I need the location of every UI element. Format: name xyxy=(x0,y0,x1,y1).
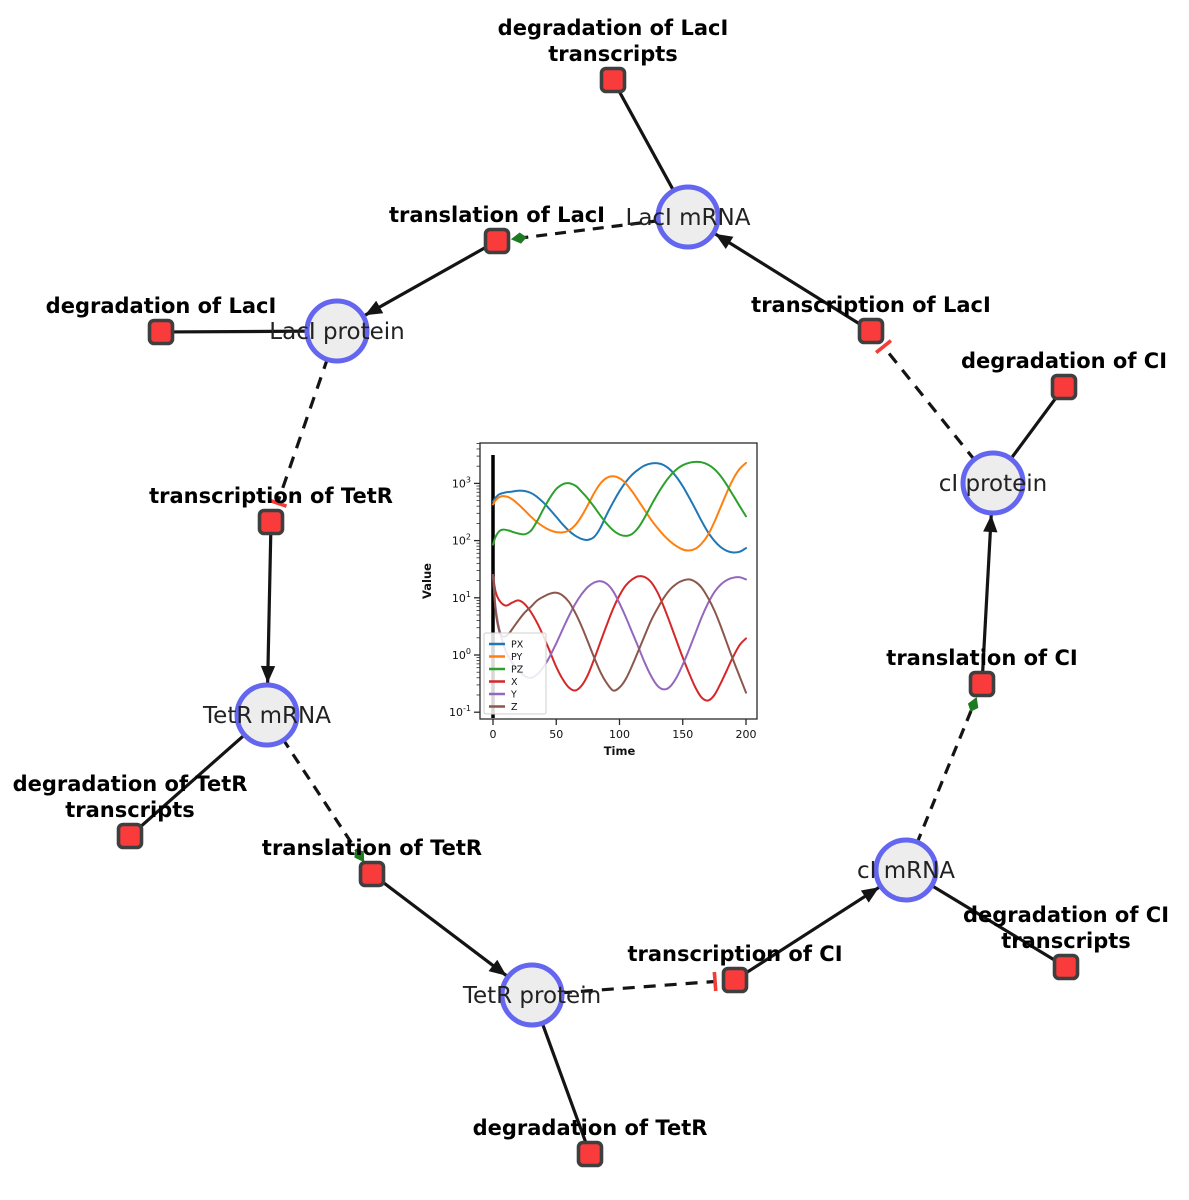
reaction-node-deg_tetr_tx xyxy=(116,822,144,850)
reaction-node-deg_laci_tx xyxy=(599,66,627,94)
species-node-laci_protein xyxy=(304,298,370,364)
reaction-label-deg_tetr_tx: degradation of TetR transcripts xyxy=(13,772,248,822)
species-node-ci_mrna xyxy=(873,837,939,903)
x-tick-label: 200 xyxy=(736,728,757,741)
series-curve-Z xyxy=(492,574,747,694)
reaction-label-tc_laci: transcription of LacI xyxy=(751,293,991,317)
y-tick-label: 101 xyxy=(452,590,471,605)
x-tick-label: 100 xyxy=(609,728,630,741)
y-tick-label: 10-1 xyxy=(449,704,471,719)
species-node-laci_mrna xyxy=(655,184,721,250)
legend-label-Y: Y xyxy=(510,690,517,701)
species-label-ci_mrna: cI mRNA xyxy=(857,858,955,884)
series-curve-PX xyxy=(492,462,747,554)
edge-tc_laci-to-laci_mrna xyxy=(714,232,864,328)
reaction-node-tc_laci xyxy=(857,317,885,345)
x-tick-label: 0 xyxy=(490,728,497,741)
reaction-label-tl_ci: translation of CI xyxy=(886,646,1077,670)
species-label-tetr_protein: TetR protein xyxy=(462,983,601,1009)
edge-tetr_protein-to-tc_ci xyxy=(559,971,718,995)
network-edges-layer xyxy=(134,86,1061,1148)
species-label-laci_protein: LacI protein xyxy=(269,319,404,345)
x-axis-title: Time xyxy=(604,744,636,758)
reaction-node-tc_ci xyxy=(721,966,749,994)
reaction-label-deg_laci: degradation of LacI xyxy=(46,294,277,318)
series-curve-PY xyxy=(492,461,747,552)
network-labels-layer: degradation of LacI transcripts translatio… xyxy=(13,16,1169,1140)
y-tick-label: 103 xyxy=(452,475,471,490)
edge-tc_ci-to-ci_mrna xyxy=(742,885,880,976)
species-node-tetr_mrna xyxy=(234,682,300,748)
edge-tetr_mrna-to-deg_tetr_tx xyxy=(134,732,248,832)
edge-laci_protein-to-deg_laci xyxy=(168,329,310,334)
species-node-tetr_protein xyxy=(499,962,565,1028)
edge-tc_tetr-to-tetr_mrna xyxy=(260,531,276,684)
edge-laci_mrna-to-tl_laci xyxy=(510,218,661,244)
reaction-label-deg_ci: degradation of CI xyxy=(961,349,1167,373)
reaction-node-tl_tetr xyxy=(358,860,386,888)
legend-label-PX: PX xyxy=(511,640,524,651)
legend-label-PZ: PZ xyxy=(511,665,524,676)
reaction-label-tl_laci: translation of LacI xyxy=(389,203,605,227)
species-label-laci_mrna: LacI mRNA xyxy=(626,205,751,231)
series-curve-PZ xyxy=(492,460,747,546)
chart-axes-frame xyxy=(479,442,758,720)
edge-ci_protein-to-deg_ci xyxy=(1008,392,1061,462)
reaction-node-tl_ci xyxy=(968,670,996,698)
y-axis-title: Value xyxy=(420,563,434,599)
reaction-node-deg_ci xyxy=(1050,373,1078,401)
y-tick-label: 100 xyxy=(452,647,471,662)
network-nodes-layer xyxy=(116,66,1080,1168)
x-tick-label: 150 xyxy=(672,728,693,741)
legend-label-X: X xyxy=(511,677,518,688)
edge-ci_protein-to-tc_laci xyxy=(874,339,977,463)
reaction-label-deg_tetr: degradation of TetR xyxy=(473,1116,708,1140)
edge-ci_mrna-to-deg_ci_tx xyxy=(929,883,1060,965)
edge-ci_mrna-to-tl_ci xyxy=(915,696,979,845)
y-tick-label: 102 xyxy=(452,533,471,548)
reaction-label-tl_tetr: translation of TetR xyxy=(262,836,482,860)
reaction-node-deg_laci xyxy=(147,318,175,346)
reaction-label-deg_laci_tx: degradation of LacI transcripts xyxy=(498,16,729,66)
reaction-node-deg_ci_tx xyxy=(1052,953,1080,981)
edge-tetr_protein-to-deg_tetr xyxy=(540,1020,589,1148)
species-node-ci_protein xyxy=(960,450,1026,516)
reaction-label-tc_ci: transcription of CI xyxy=(627,942,842,966)
edge-tl_laci-to-laci_protein xyxy=(364,244,490,317)
species-label-ci_protein: cI protein xyxy=(939,471,1048,497)
edge-laci_mrna-to-deg_laci_tx xyxy=(615,86,676,194)
reaction-label-tc_tetr: transcription of TetR xyxy=(149,484,393,508)
legend-label-PY: PY xyxy=(511,652,523,663)
edge-tl_ci-to-ci_protein xyxy=(980,514,998,675)
species-label-tetr_mrna: TetR mRNA xyxy=(202,703,331,729)
edge-laci_protein-to-tc_tetr xyxy=(267,356,330,508)
reaction-node-deg_tetr xyxy=(576,1140,604,1168)
legend-label-Z: Z xyxy=(511,702,518,713)
reaction-node-tl_laci xyxy=(483,227,511,255)
x-tick-label: 50 xyxy=(549,728,563,741)
reaction-node-tc_tetr xyxy=(257,508,285,536)
series-curve-X xyxy=(492,574,747,702)
edge-tl_tetr-to-tetr_protein xyxy=(379,878,508,977)
edge-tetr_mrna-to-tl_tetr xyxy=(281,737,365,863)
reaction-label-deg_ci_tx: degradation of CI transcripts xyxy=(963,903,1169,953)
